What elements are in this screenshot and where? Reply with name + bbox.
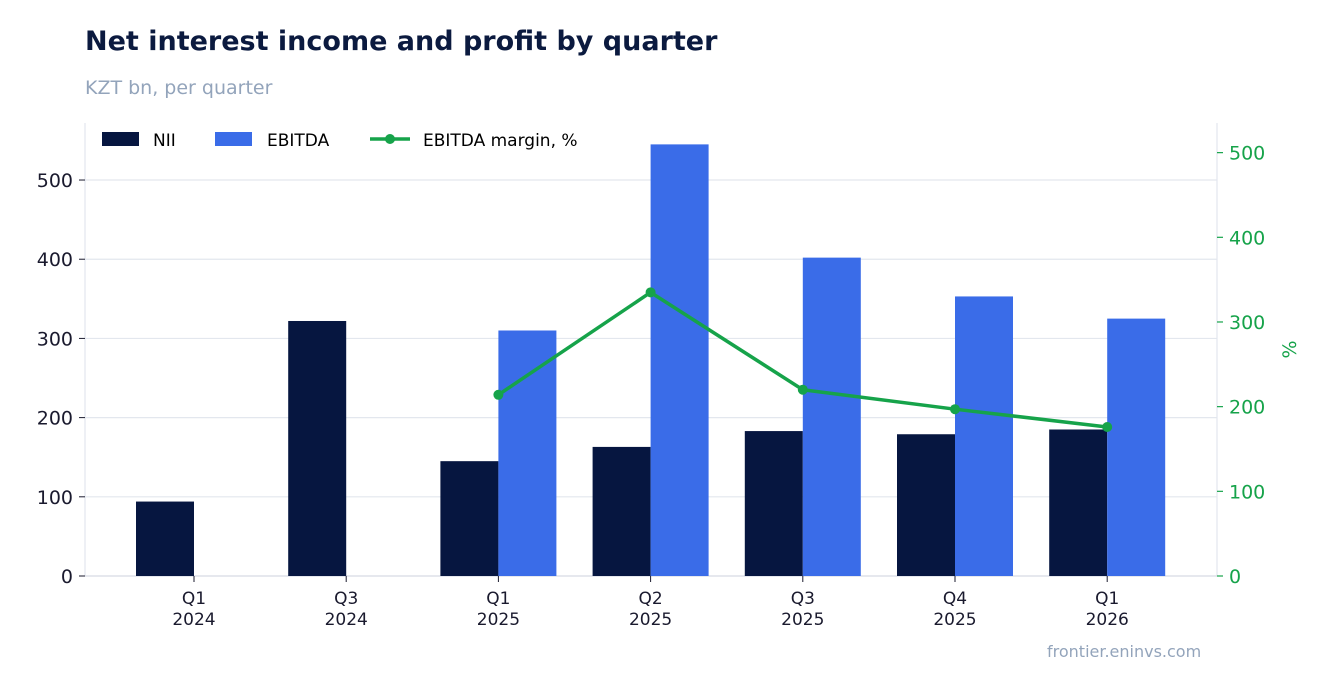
bar-nii	[744, 431, 803, 576]
x-tick-label: 2026	[1086, 610, 1129, 630]
bar-ebitda	[1107, 318, 1166, 576]
y-left-tick-label: 300	[37, 328, 73, 350]
x-tick-label: Q2	[638, 589, 662, 609]
x-tick-label: 2025	[781, 610, 824, 630]
y-left-tick-label: 500	[37, 170, 73, 192]
chart-title: Net interest income and profit by quarte…	[85, 26, 718, 57]
y-right-tick-label: 0	[1229, 566, 1241, 588]
x-tick-label: Q3	[334, 589, 358, 609]
bar-nii	[440, 461, 499, 576]
bar-nii	[288, 320, 347, 576]
bar-nii	[1049, 429, 1108, 576]
legend-label-nii: NII	[153, 131, 176, 151]
y-left-tick-label: 200	[37, 408, 73, 430]
legend-swatch-nii	[102, 132, 139, 146]
y-right-tick-label: 400	[1229, 227, 1265, 249]
y-right-tick-label: 200	[1229, 397, 1265, 419]
x-tick-label: Q1	[486, 589, 510, 609]
x-tick-label: Q3	[791, 589, 815, 609]
bar-ebitda	[802, 257, 861, 576]
x-tick-label: 2025	[629, 610, 672, 630]
x-tick-label: 2024	[172, 610, 215, 630]
bar-ebitda	[498, 330, 557, 576]
y-right-tick-label: 300	[1229, 312, 1265, 334]
x-tick-label: 2025	[477, 610, 520, 630]
legend-swatch-ebitda	[215, 132, 252, 146]
legend-label-margin: EBITDA margin, %	[423, 131, 578, 151]
margin-point	[645, 287, 656, 298]
y-left-tick-label: 0	[61, 566, 73, 588]
bar-nii	[897, 434, 955, 576]
margin-point	[950, 404, 960, 415]
x-tick-label: Q1	[182, 589, 206, 609]
legend-label-ebitda: EBITDA	[267, 131, 330, 151]
y-left-tick-label: 100	[37, 487, 73, 509]
x-tick-label: Q4	[943, 589, 967, 609]
margin-line	[497, 290, 1108, 429]
margin-point	[493, 389, 504, 400]
bar-nii	[592, 446, 651, 576]
x-tick-label: Q1	[1095, 589, 1119, 609]
source-label: frontier.eninvs.com	[1047, 642, 1202, 661]
y-left-tick-label: 400	[37, 249, 73, 271]
bar-ebitda	[650, 144, 709, 576]
chart-subtitle: KZT bn, per quarter	[85, 77, 273, 99]
legend-marker-margin	[385, 134, 395, 144]
margin-point	[1102, 421, 1113, 432]
y-right-tick-label: 500	[1229, 143, 1265, 165]
x-tick-label: 2025	[933, 610, 976, 630]
margin-point	[797, 384, 808, 395]
y-right-tick-label: 100	[1229, 481, 1265, 503]
x-tick-label: 2024	[325, 610, 368, 630]
y-right-axis-label: %	[1279, 340, 1301, 358]
bar-nii	[136, 501, 194, 576]
bar-ebitda	[955, 296, 1013, 576]
